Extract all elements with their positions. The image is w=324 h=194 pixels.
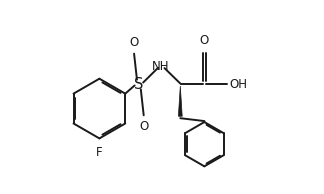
Text: S: S xyxy=(134,77,144,92)
Text: OH: OH xyxy=(229,78,248,91)
Text: O: O xyxy=(130,36,139,49)
Text: NH: NH xyxy=(152,60,170,73)
Text: O: O xyxy=(200,34,209,47)
Polygon shape xyxy=(179,86,182,116)
Text: F: F xyxy=(96,146,103,159)
Text: O: O xyxy=(139,120,148,133)
